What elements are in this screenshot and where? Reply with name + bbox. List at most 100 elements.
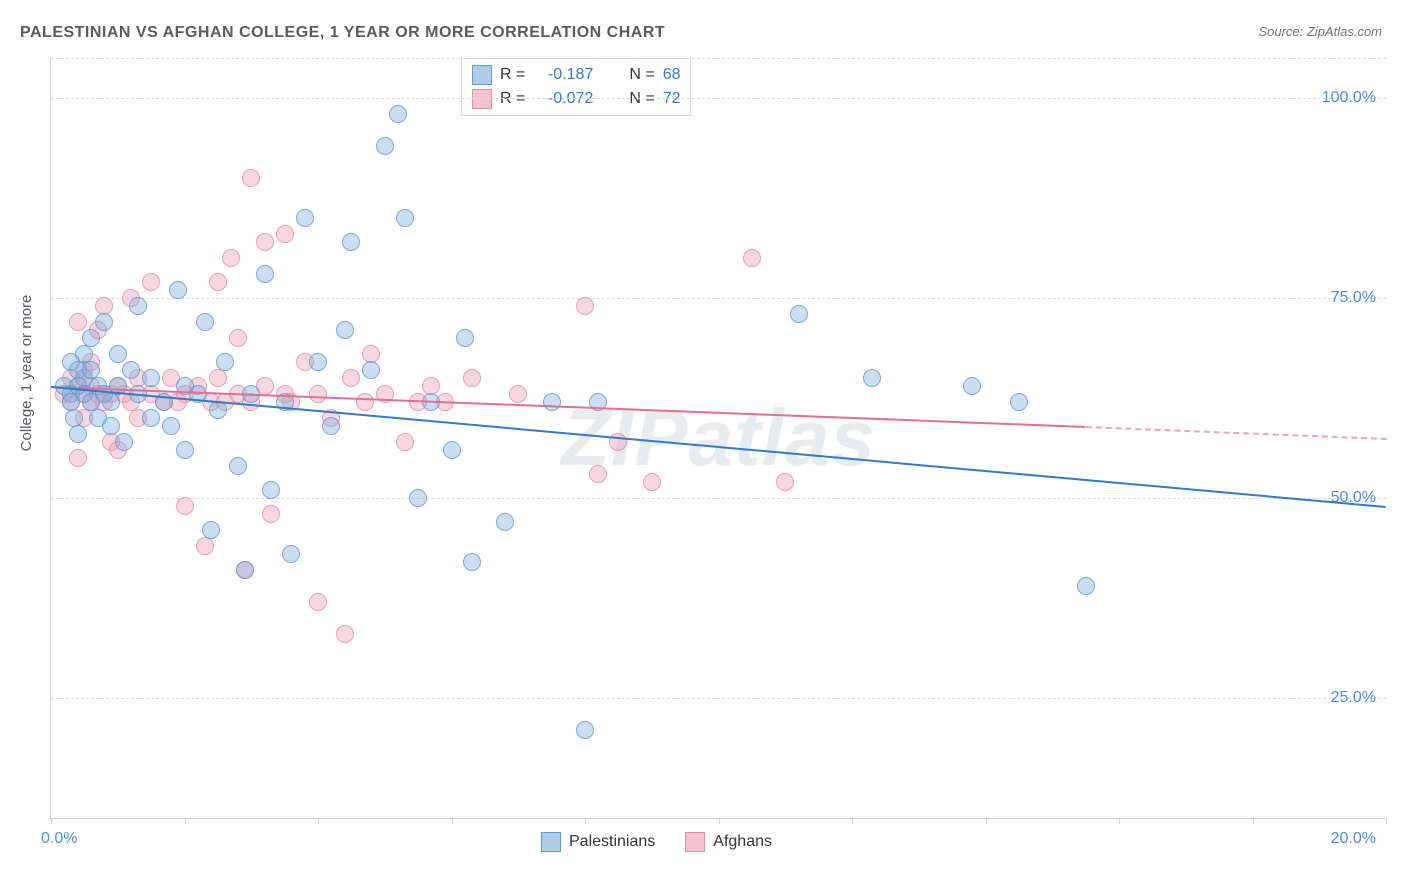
y-tick-label: 75.0% xyxy=(1331,289,1376,307)
data-point-palestinian xyxy=(1077,577,1095,595)
x-axis-min-label: 0.0% xyxy=(41,830,77,848)
data-point-afghan xyxy=(309,593,327,611)
y-axis-label: College, 1 year or more xyxy=(18,295,35,452)
data-point-palestinian xyxy=(296,209,314,227)
data-point-palestinian xyxy=(262,481,280,499)
data-point-afghan xyxy=(69,449,87,467)
correlation-legend: R = -0.187 N = 68 R = -0.072 N = 72 xyxy=(461,58,691,116)
data-point-palestinian xyxy=(863,369,881,387)
data-point-afghan xyxy=(176,497,194,515)
gridline xyxy=(51,698,1386,699)
data-point-palestinian xyxy=(129,297,147,315)
data-point-palestinian xyxy=(115,433,133,451)
trendline-afghan-extrapolated xyxy=(1086,426,1386,440)
data-point-afghan xyxy=(309,385,327,403)
data-point-palestinian xyxy=(216,353,234,371)
data-point-afghan xyxy=(242,169,260,187)
data-point-palestinian xyxy=(176,441,194,459)
data-point-palestinian xyxy=(463,553,481,571)
data-point-palestinian xyxy=(65,409,83,427)
legend-item: Palestinians xyxy=(541,832,655,852)
data-point-palestinian xyxy=(142,369,160,387)
gridline xyxy=(51,498,1386,499)
data-point-afghan xyxy=(229,329,247,347)
y-tick-label: 25.0% xyxy=(1331,689,1376,707)
data-point-palestinian xyxy=(256,265,274,283)
data-point-afghan xyxy=(209,369,227,387)
data-point-palestinian xyxy=(342,233,360,251)
series-legend: Palestinians Afghans xyxy=(541,832,772,852)
data-point-palestinian xyxy=(376,137,394,155)
data-point-afghan xyxy=(262,505,280,523)
n-value: 68 xyxy=(663,63,681,87)
data-point-palestinian xyxy=(576,721,594,739)
legend-row: R = -0.187 N = 68 xyxy=(472,63,680,87)
r-value: -0.187 xyxy=(533,63,593,87)
gridline xyxy=(51,58,1386,59)
data-point-palestinian xyxy=(196,313,214,331)
data-point-afghan xyxy=(209,273,227,291)
swatch-icon xyxy=(472,65,492,85)
gridline xyxy=(51,98,1386,99)
data-point-palestinian xyxy=(443,441,461,459)
data-point-afghan xyxy=(776,473,794,491)
x-tick xyxy=(719,818,720,824)
data-point-palestinian xyxy=(362,361,380,379)
x-tick xyxy=(1386,818,1387,824)
data-point-palestinian xyxy=(102,393,120,411)
legend-label: Palestinians xyxy=(569,833,655,851)
data-point-palestinian xyxy=(236,561,254,579)
source-attribution: Source: ZipAtlas.com xyxy=(1258,24,1382,39)
swatch-icon xyxy=(685,832,705,852)
data-point-palestinian xyxy=(82,329,100,347)
scatter-plot: ZIPatlas R = -0.187 N = 68 R = -0.072 N … xyxy=(50,58,1386,819)
data-point-afghan xyxy=(643,473,661,491)
x-tick xyxy=(51,818,52,824)
data-point-palestinian xyxy=(456,329,474,347)
data-point-afghan xyxy=(589,465,607,483)
data-point-palestinian xyxy=(109,345,127,363)
x-tick xyxy=(318,818,319,824)
data-point-palestinian xyxy=(543,393,561,411)
data-point-afghan xyxy=(222,249,240,267)
data-point-palestinian xyxy=(963,377,981,395)
n-label: N = xyxy=(629,87,654,111)
trendline-palestinian xyxy=(51,386,1386,508)
data-point-afghan xyxy=(396,433,414,451)
data-point-afghan xyxy=(276,225,294,243)
data-point-afghan xyxy=(356,393,374,411)
data-point-palestinian xyxy=(309,353,327,371)
data-point-afghan xyxy=(576,297,594,315)
data-point-afghan xyxy=(336,625,354,643)
data-point-palestinian xyxy=(102,417,120,435)
legend-label: Afghans xyxy=(713,833,772,851)
x-axis-max-label: 20.0% xyxy=(1331,830,1376,848)
x-tick xyxy=(185,818,186,824)
legend-item: Afghans xyxy=(685,832,772,852)
n-value: 72 xyxy=(663,87,681,111)
data-point-palestinian xyxy=(169,281,187,299)
data-point-palestinian xyxy=(322,417,340,435)
data-point-afghan xyxy=(743,249,761,267)
data-point-afghan xyxy=(342,369,360,387)
data-point-palestinian xyxy=(336,321,354,339)
data-point-palestinian xyxy=(396,209,414,227)
legend-row: R = -0.072 N = 72 xyxy=(472,87,680,111)
data-point-palestinian xyxy=(496,513,514,531)
data-point-palestinian xyxy=(209,401,227,419)
data-point-afghan xyxy=(69,313,87,331)
data-point-palestinian xyxy=(790,305,808,323)
data-point-palestinian xyxy=(409,489,427,507)
n-label: N = xyxy=(629,63,654,87)
data-point-palestinian xyxy=(95,313,113,331)
data-point-palestinian xyxy=(122,361,140,379)
data-point-palestinian xyxy=(229,457,247,475)
y-tick-label: 100.0% xyxy=(1322,89,1376,107)
data-point-palestinian xyxy=(202,521,220,539)
x-tick xyxy=(585,818,586,824)
x-tick xyxy=(852,818,853,824)
data-point-palestinian xyxy=(282,545,300,563)
data-point-afghan xyxy=(509,385,527,403)
gridline xyxy=(51,298,1386,299)
swatch-icon xyxy=(472,89,492,109)
